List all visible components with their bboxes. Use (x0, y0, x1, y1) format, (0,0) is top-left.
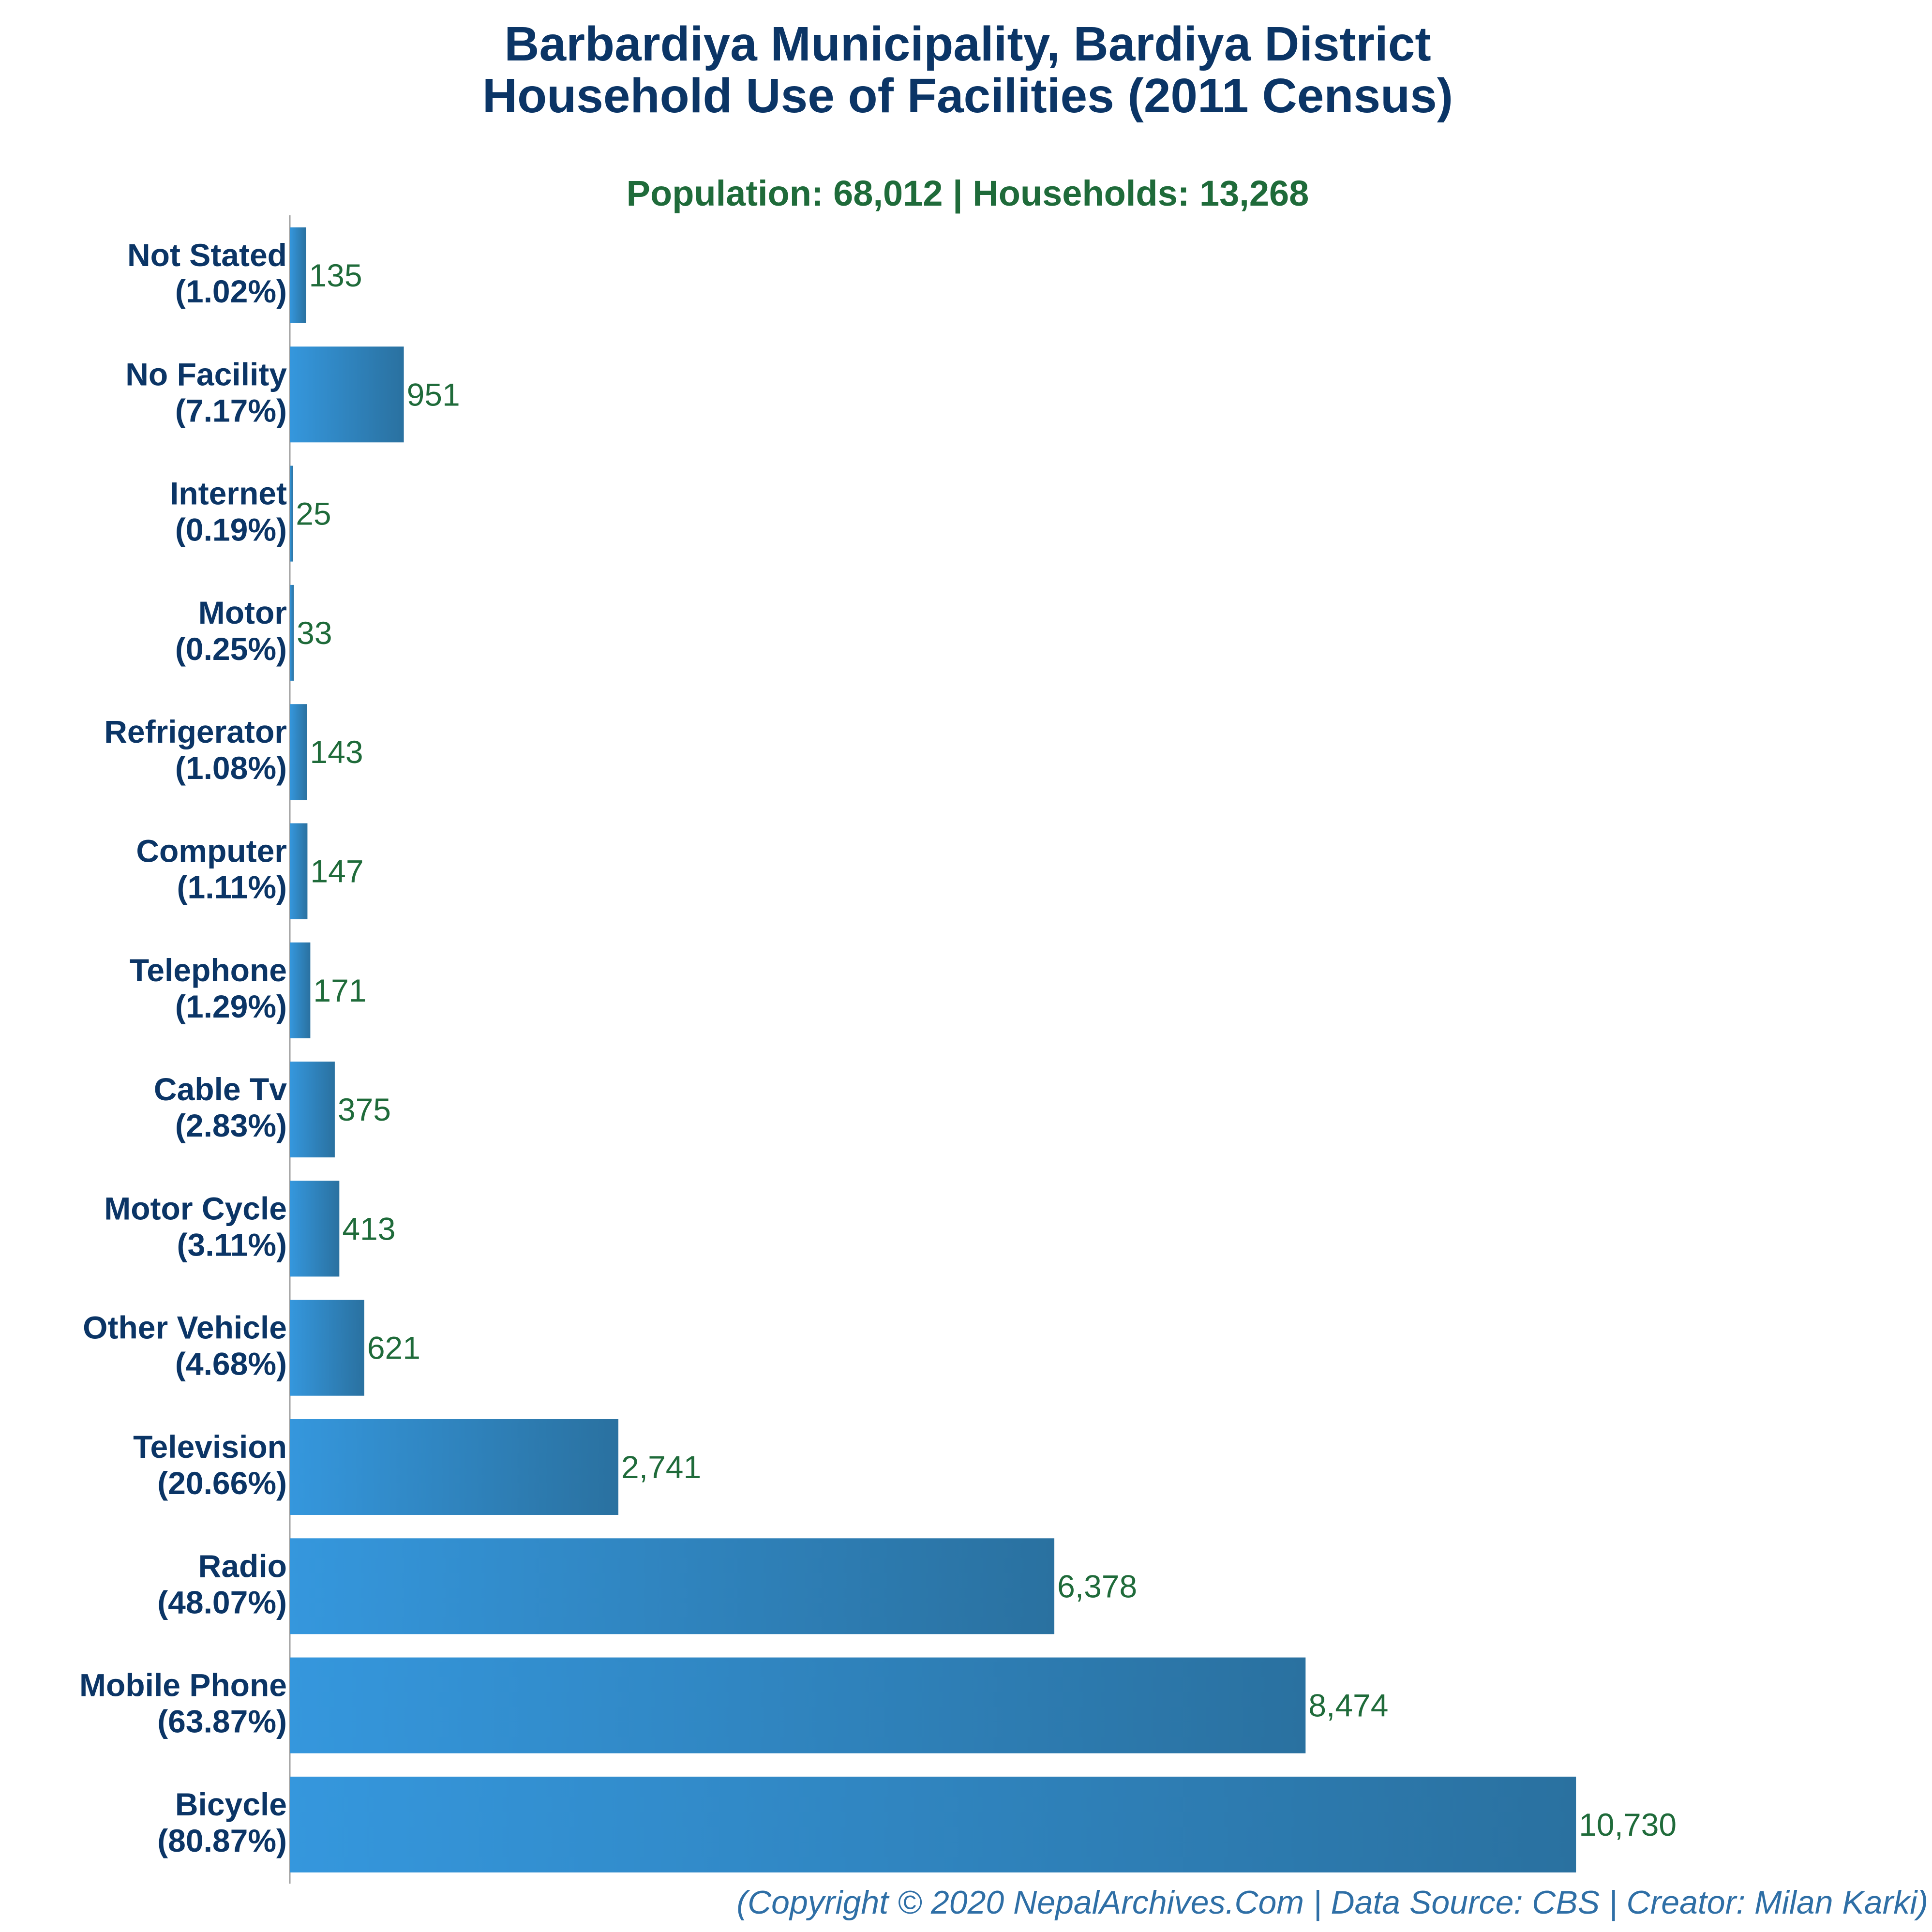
value-label: 413 (342, 1211, 395, 1246)
value-label: 25 (296, 496, 331, 532)
bar-refrigerator (290, 704, 307, 800)
category-label: Motor Cycle (3.11%) (104, 1190, 287, 1262)
category-label: Cable Tv (2.83%) (154, 1071, 287, 1143)
category-label: Bicycle (80.87%) (157, 1786, 287, 1858)
value-label: 135 (309, 257, 362, 293)
value-label: 8,474 (1308, 1688, 1388, 1723)
bar-computer (290, 823, 308, 919)
category-label: Television (20.66%) (133, 1429, 287, 1501)
bar-bicycle (290, 1776, 1576, 1872)
value-label: 375 (338, 1092, 391, 1127)
category-label: Computer (1.11%) (136, 833, 287, 905)
bar-internet (290, 465, 293, 562)
bar-telephone (290, 942, 311, 1038)
value-label: 6,378 (1057, 1568, 1137, 1604)
bar-mobile-phone (290, 1657, 1306, 1753)
chart-title-line2: Household Use of Facilities (2011 Census… (482, 69, 1453, 123)
bar-television (290, 1419, 619, 1515)
chart-title: Barbardiya Municipality, Bardiya Distric… (504, 17, 1431, 71)
bar-motor (290, 584, 294, 681)
value-label: 33 (297, 615, 332, 651)
category-label: Internet (0.19%) (170, 476, 287, 548)
chart-subtitle: Population: 68,012 | Households: 13,268 (627, 173, 1309, 214)
value-label: 621 (367, 1330, 420, 1366)
bar-other-vehicle (290, 1300, 364, 1396)
category-label: Other Vehicle (4.68%) (83, 1310, 287, 1382)
value-label: 10,730 (1579, 1807, 1677, 1842)
value-label: 147 (310, 854, 363, 889)
category-label: Telephone (1.29%) (130, 952, 287, 1024)
category-label: No Facility (7.17%) (125, 356, 287, 428)
chart-footer: (Copyright © 2020 NepalArchives.Com | Da… (736, 1884, 1928, 1921)
category-label: Not Stated (1.02%) (127, 237, 287, 309)
category-label: Mobile Phone (63.87%) (79, 1667, 287, 1739)
bars-layer: Not Stated (1.02%) 135 No Facility (7.17%) 95… (79, 227, 1677, 1872)
category-label: Motor (0.25%) (175, 595, 287, 667)
bar-radio (290, 1538, 1055, 1634)
category-label: Refrigerator (1.08%) (104, 714, 287, 786)
bar-no-facility (290, 346, 404, 443)
category-label: Radio (48.07%) (157, 1548, 287, 1620)
bar-not-stated (290, 227, 306, 323)
value-label: 2,741 (621, 1449, 701, 1485)
bar-cable-tv (290, 1062, 335, 1158)
bar-motor-cycle (290, 1181, 340, 1277)
value-label: 951 (407, 376, 460, 412)
value-label: 143 (310, 734, 363, 770)
value-label: 171 (313, 973, 366, 1008)
